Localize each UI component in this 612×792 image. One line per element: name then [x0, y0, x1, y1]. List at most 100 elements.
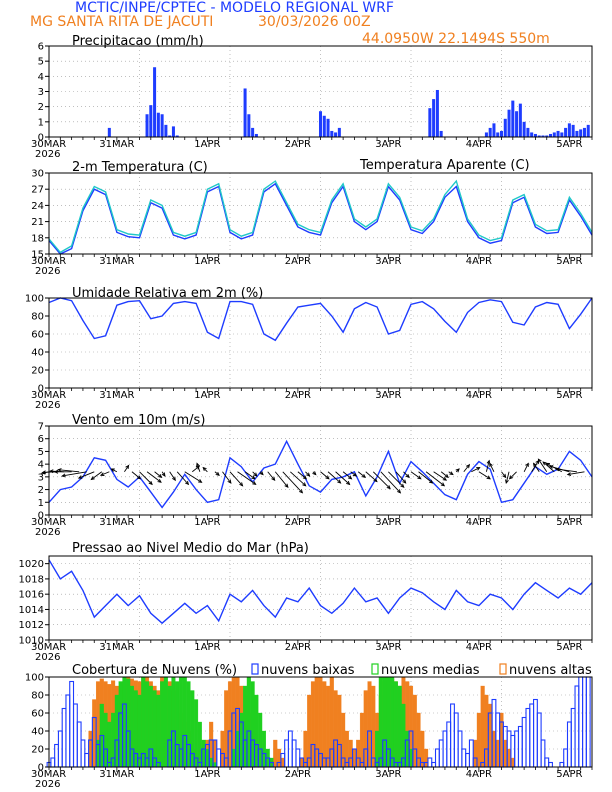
cloud-bar-nuvens-baixas: [438, 739, 444, 768]
wind-arrow-head: [545, 462, 550, 467]
cloud-bar-nuvens-medias: [171, 676, 176, 768]
mslp-xlabel-start: 30MAR: [31, 642, 66, 653]
wind-arrow-head: [476, 467, 481, 471]
wind-ytick-label: 0: [38, 511, 44, 522]
cloud-bar-nuvens-medias: [107, 721, 112, 768]
precip-bar: [499, 130, 504, 137]
wind-arrow: [523, 463, 529, 472]
precip-bar: [586, 124, 590, 137]
clouds-ytick-label: 20: [31, 745, 44, 756]
wind-arrow-head: [157, 478, 162, 483]
wind-xlabel-day: 1APR: [194, 517, 220, 528]
mslp-xlabel-day: 31MAR: [99, 642, 134, 653]
cloud-bar-nuvens-medias: [133, 690, 138, 768]
mslp-xlabel-day: 4APR: [466, 642, 492, 653]
cloud-bar-nuvens-medias: [186, 681, 191, 768]
cloud-bar-nuvens-medias: [405, 730, 410, 768]
cloud-bar-nuvens-altas: [476, 712, 481, 768]
wind-arrow-head: [486, 475, 491, 480]
wind-xlabel-day: 31MAR: [99, 517, 134, 528]
wind-arrow: [169, 471, 176, 481]
precip-title: Precipitacao (mm/h): [72, 34, 204, 49]
wind-arrow-head: [542, 461, 547, 466]
cloud-bar-nuvens-baixas: [578, 676, 584, 768]
precip-bar: [530, 132, 534, 137]
precip-bar: [251, 127, 255, 137]
cloud-bar-nuvens-altas: [92, 699, 97, 768]
mslp-ytick-label: 1016: [19, 590, 44, 601]
mslp-ytick-label: 1012: [19, 620, 44, 631]
rh-ytick-label: 60: [31, 330, 44, 341]
wind-arrow: [282, 471, 303, 494]
precip-bar: [492, 123, 496, 137]
precip-bar: [579, 129, 583, 137]
rh-ytick-label: 0: [38, 384, 44, 395]
cloud-bar-nuvens-medias: [390, 676, 395, 768]
cloud-bar-nuvens-altas: [356, 739, 361, 768]
cloud-bar-nuvens-baixas: [453, 712, 459, 768]
cloud-bar-nuvens-medias: [129, 685, 134, 768]
wind-arrow: [146, 471, 162, 483]
cloud-bar-nuvens-baixas: [76, 721, 82, 768]
wind-arrow-head: [428, 479, 434, 484]
cloud-bar-nuvens-altas: [322, 681, 327, 768]
wind-arrow-head: [61, 473, 66, 478]
cloud-bar-nuvens-medias: [148, 685, 153, 768]
mslp-xlabel-day: 2APR: [285, 642, 311, 653]
wind-arrow-head: [158, 474, 163, 479]
clouds-ytick-label: 100: [25, 673, 44, 684]
precip-bar: [243, 88, 247, 137]
precip-bar: [254, 133, 258, 137]
precip-bar: [160, 114, 164, 137]
temp-xlabel-start: 30MAR: [31, 256, 66, 267]
wind-arrow-head: [405, 473, 410, 479]
wind-arrow: [463, 464, 470, 473]
rh-xlabel-day: 1APR: [194, 390, 220, 401]
cloud-bar-nuvens-medias: [375, 730, 380, 768]
rh-ytick-label: 100: [25, 294, 44, 305]
precip-bar: [337, 127, 341, 137]
wind-arrow-head: [508, 475, 514, 480]
precip-bar: [168, 135, 172, 137]
cloud-bar-nuvens-baixas: [54, 743, 59, 768]
cloud-bar-nuvens-baixas: [72, 703, 78, 768]
cloud-bar-nuvens-medias: [103, 712, 108, 768]
wind-arrow-head: [347, 475, 353, 480]
cloud-bar-nuvens-baixas: [295, 748, 301, 768]
temp-legend-apparent: Temperatura Aparente (C): [359, 158, 530, 173]
precip-bar: [164, 124, 168, 137]
cloud-bar-nuvens-baixas: [533, 698, 538, 768]
wind-title: Vento em 10m (m/s): [72, 413, 205, 428]
cloud-bar-nuvens-baixas: [517, 725, 523, 768]
temp-xlabel-day: 31MAR: [99, 256, 134, 267]
cloud-bar-nuvens-altas: [352, 748, 357, 768]
wind-arrow-head: [548, 465, 554, 469]
cloud-bar-nuvens-medias: [111, 712, 116, 768]
cloud-bar-nuvens-baixas: [61, 707, 67, 768]
cloud-bar-nuvens-medias: [122, 676, 127, 768]
wind-arrow-head: [442, 476, 448, 481]
mslp-line-0: [48, 559, 593, 625]
precip-bar: [552, 132, 556, 137]
cloud-bar-nuvens-altas: [420, 730, 425, 768]
cloud-bar-nuvens-medias: [250, 681, 255, 768]
wind-arrow: [372, 471, 391, 489]
wind-arrow-head: [386, 485, 391, 490]
wind-arrow-head: [185, 480, 190, 486]
cloud-bar-nuvens-altas: [359, 712, 365, 768]
temp-line-1: [48, 179, 593, 254]
wind-arrow: [549, 465, 570, 473]
cloud-bar-nuvens-medias: [254, 694, 259, 768]
cloud-bar-nuvens-altas: [473, 739, 478, 768]
cloud-bar-nuvens-altas: [326, 685, 331, 768]
precip-bar: [435, 89, 439, 137]
precip-bar: [526, 127, 530, 137]
cloud-bar-nuvens-altas: [499, 712, 504, 768]
precip-bar: [549, 133, 553, 137]
wind-arrow: [542, 461, 555, 473]
cloud-bar-nuvens-altas: [503, 739, 508, 768]
precip-bar: [507, 109, 511, 137]
mslp-xlabel-day: 5APR: [556, 642, 582, 653]
wind-arrow-head: [284, 483, 289, 489]
wind-arrow: [471, 467, 480, 473]
